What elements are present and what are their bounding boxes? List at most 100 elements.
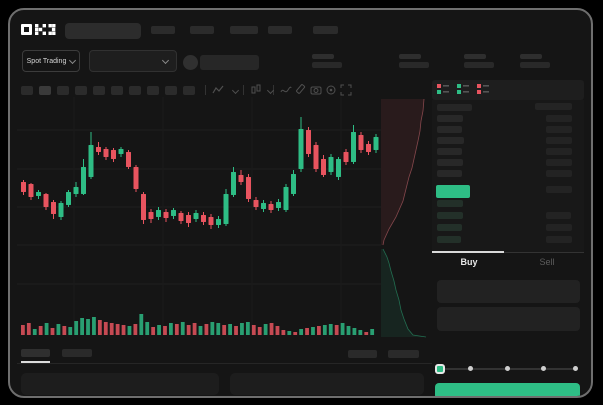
candle-body [343,152,349,162]
book-bids-icon[interactable] [456,83,470,96]
candle-style-icon[interactable] [250,84,262,96]
volume-bar [311,327,315,335]
tab-buy[interactable]: Buy [460,257,478,267]
candle-body [366,144,371,152]
timeframe-button[interactable] [183,86,195,95]
candle-body [336,159,341,177]
tab-sell[interactable]: Sell [539,257,555,267]
settings-icon[interactable] [325,84,337,96]
slider-stop-dot[interactable] [468,366,473,371]
amount-slider-handle[interactable] [435,364,445,374]
candle-body [358,135,364,150]
depth-bid-line [382,248,427,338]
indicators-chevron-icon[interactable] [231,86,240,95]
candle-body [231,172,236,195]
amount-input[interactable] [437,307,580,331]
orders-action[interactable] [388,350,419,358]
volume-bar [157,325,161,335]
bid-price [437,224,462,231]
volume-bar [133,324,138,335]
active-tab-indicator [432,251,504,253]
buy-submit-button[interactable] [435,383,580,396]
timeframe-button[interactable] [75,86,87,95]
pair-select-dropdown[interactable] [89,50,177,72]
volume-bar [115,324,120,335]
candle-body [351,132,356,162]
volume-bar [257,327,262,335]
toolbar-divider [205,85,206,95]
timeframe-button[interactable] [129,86,141,95]
pair-info-button[interactable] [200,55,259,70]
candle-body [126,152,131,167]
candle-body [66,192,71,205]
camera-icon[interactable] [310,84,322,96]
coin-avatar [183,55,198,70]
volume-bar [92,317,96,335]
book-asks-icon[interactable] [476,83,490,96]
stat-value [312,62,342,68]
orders-tab[interactable] [21,349,50,357]
nav-item[interactable] [190,26,214,34]
candle-body [96,147,101,152]
book-combined-icon[interactable] [436,83,450,96]
last-price-amount [546,186,572,193]
timeframe-button[interactable] [39,86,51,95]
orders-action[interactable] [348,350,377,358]
volume-bar [210,322,215,335]
candle-body [36,192,41,196]
candle-body [178,213,184,221]
volume-bar [80,318,84,335]
candle-body [283,187,289,210]
search-input[interactable] [65,23,141,39]
ob-header-price [437,104,472,111]
chevron-down-icon [69,56,77,64]
slider-stop-dot[interactable] [505,366,510,371]
volume-bar [317,326,321,335]
candle-body [373,137,379,150]
nav-item[interactable] [313,26,338,34]
toolbar-divider [243,85,244,95]
orders-tab[interactable] [62,349,92,357]
stat-label [520,54,542,59]
ask-price [437,170,462,177]
bid-price [437,236,461,243]
volume-bar [263,324,268,335]
price-input[interactable] [437,280,580,303]
volume-bar [103,322,108,335]
volume-bar [281,330,286,335]
fullscreen-icon[interactable] [340,84,352,96]
ask-price [437,137,464,144]
candle-body [306,130,311,154]
ask-amount [546,170,572,177]
timeframe-button[interactable] [147,86,159,95]
bid-price [437,200,463,207]
market-type-dropdown[interactable]: Spot Trading [22,50,80,72]
timeframe-button[interactable] [165,86,177,95]
stat-label [312,54,334,59]
draw-tool-icon[interactable] [295,84,307,96]
timeframe-button[interactable] [57,86,69,95]
slider-stop-dot[interactable] [541,366,546,371]
candle-body [276,202,281,208]
volume-bar [26,323,31,335]
okx-app-window: Spot Trading [8,8,593,398]
candle-body [246,177,251,199]
indicators-icon[interactable] [212,84,224,96]
ask-amount [546,148,572,155]
timeframe-button[interactable] [93,86,105,95]
nav-item[interactable] [151,26,175,34]
candle-body [298,129,304,169]
nav-item[interactable] [268,26,292,34]
candle-body [253,200,259,207]
timeframe-button[interactable] [21,86,33,95]
nav-item[interactable] [230,26,258,34]
stat-value [464,62,494,68]
slider-stop-dot[interactable] [573,366,578,371]
timeframe-button[interactable] [111,86,123,95]
line-tool-icon[interactable] [280,84,292,96]
volume-bar [50,328,55,335]
volume-bar [299,329,304,335]
candle-body [133,167,139,189]
candle-body [81,167,86,194]
